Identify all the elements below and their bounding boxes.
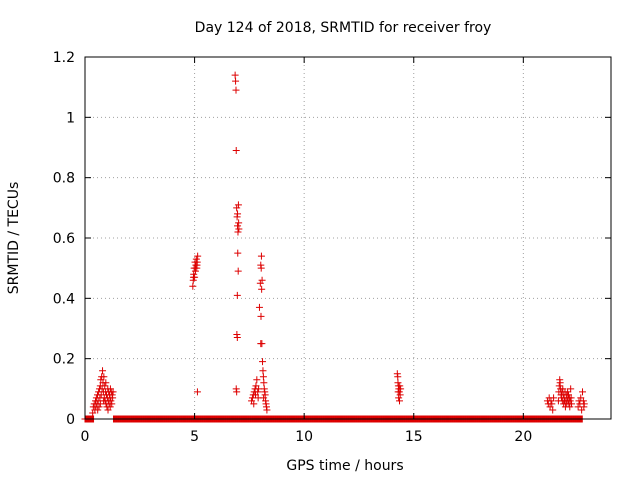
data-point [234, 228, 242, 236]
data-point [233, 204, 241, 212]
data-point [548, 400, 556, 408]
data-point [193, 261, 201, 269]
data-point [258, 276, 266, 284]
data-point [395, 394, 403, 402]
data-point [564, 388, 572, 396]
x-tick-label: 15 [405, 429, 423, 445]
y-tick-label: 0.8 [53, 171, 75, 187]
chart-title: Day 124 of 2018, SRMTID for receiver fro… [195, 20, 492, 36]
data-point [233, 291, 241, 299]
data-point [260, 379, 268, 387]
x-tick-label: 10 [295, 429, 313, 445]
data-point [233, 388, 241, 396]
data-point [260, 394, 268, 402]
data-point [194, 252, 202, 260]
data-point [579, 388, 587, 396]
data-point [235, 225, 243, 233]
data-point [394, 388, 402, 396]
data-point [94, 406, 102, 414]
data-point [567, 385, 575, 393]
y-tick-label: 0 [66, 412, 75, 428]
data-point [192, 255, 200, 263]
data-point [257, 340, 265, 348]
axis-ticks [84, 56, 611, 420]
data-point [259, 373, 267, 381]
data-point [394, 373, 402, 381]
data-point [107, 397, 115, 405]
data-point [95, 403, 103, 411]
y-tick-label: 1.2 [53, 50, 75, 66]
data-point [255, 303, 263, 311]
data-point [234, 210, 242, 218]
data-point [257, 264, 265, 272]
data-point [259, 367, 267, 375]
y-tick-label: 0.4 [53, 291, 75, 307]
data-point [568, 400, 576, 408]
data-point [108, 400, 116, 408]
data-point [250, 400, 258, 408]
data-point [231, 71, 239, 79]
x-tick-label: 0 [81, 429, 90, 445]
data-point [259, 358, 267, 366]
data-point [96, 400, 104, 408]
data-point [99, 367, 107, 375]
y-tick-label: 0.2 [53, 352, 75, 368]
data-point [189, 273, 197, 281]
data-point [232, 77, 240, 85]
data-point [234, 222, 242, 230]
data-point [580, 400, 588, 408]
y-tick-label: 0.6 [53, 231, 75, 247]
data-point [234, 249, 242, 257]
data-point [100, 397, 108, 405]
data-point [193, 388, 201, 396]
data-point [579, 397, 587, 405]
data-point [396, 382, 404, 390]
data-point [253, 376, 261, 384]
data-point [567, 394, 575, 402]
data-point [256, 279, 264, 287]
data-point [263, 406, 271, 414]
data-point [232, 147, 240, 155]
data-point [191, 264, 199, 272]
data-point [396, 397, 404, 405]
data-point [550, 394, 558, 402]
data-point [233, 334, 241, 342]
data-point [100, 373, 108, 381]
data-point [106, 403, 114, 411]
grid [85, 57, 611, 419]
data-point [234, 267, 242, 275]
data-point [258, 285, 266, 293]
y-tick-label: 1 [66, 110, 75, 126]
x-tick-label: 5 [190, 429, 199, 445]
data-point [109, 394, 117, 402]
data-point [556, 379, 564, 387]
y-axis-label: SRMTID / TECUs [6, 182, 22, 295]
data-point [189, 282, 197, 290]
data-point [566, 397, 574, 405]
data-point [549, 406, 557, 414]
data-point [566, 403, 574, 411]
data-point [102, 379, 110, 387]
tick-labels: 0 5 10 15 20 0 0.2 0.4 0.6 0.8 1 1.2 [53, 50, 533, 445]
data-point [257, 252, 265, 260]
data-point [101, 382, 109, 390]
data-point [232, 86, 240, 94]
data-point [109, 388, 117, 396]
x-tick-label: 20 [514, 429, 532, 445]
data-point [555, 382, 563, 390]
data-point [261, 391, 269, 399]
x-axis-label: GPS time / hours [286, 458, 403, 474]
data-point [234, 201, 242, 209]
data-point [257, 312, 265, 320]
data-point [235, 219, 243, 227]
